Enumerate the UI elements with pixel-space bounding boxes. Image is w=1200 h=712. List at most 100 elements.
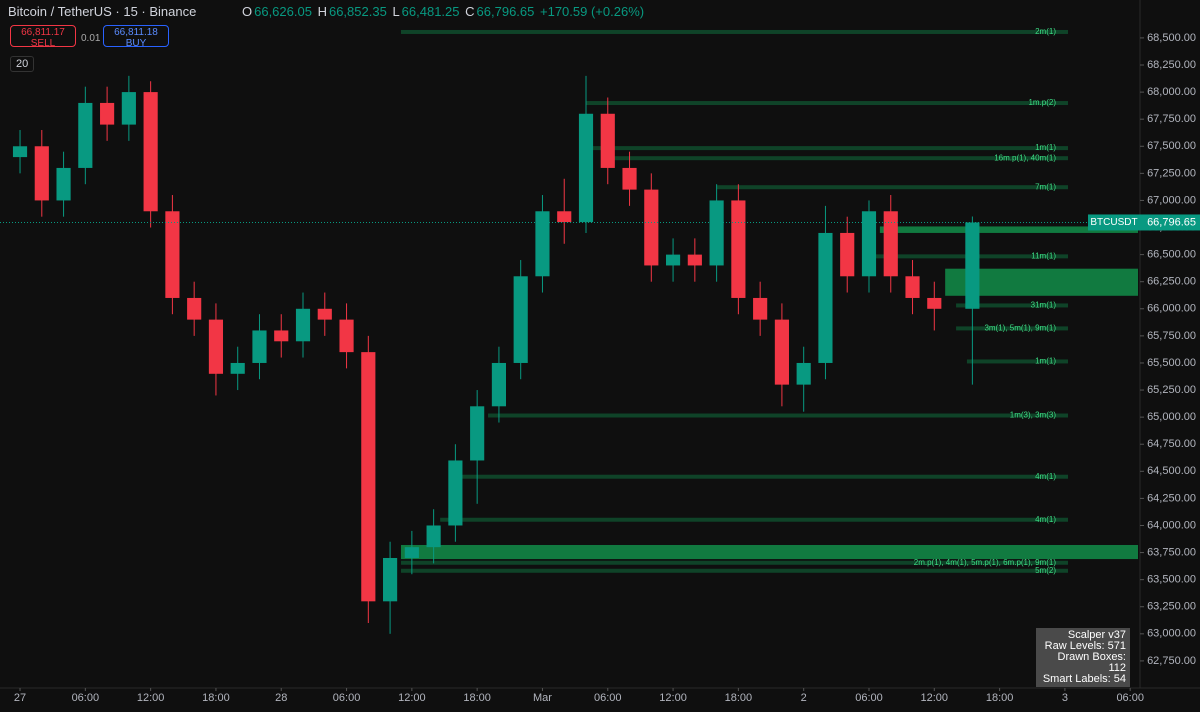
candle-body <box>535 211 550 277</box>
info-box: Scalper v37 Raw Levels: 571 Drawn Boxes: 1… <box>1036 628 1130 687</box>
y-tick-label: 66,250.00 <box>1147 276 1196 288</box>
y-tick-label: 67,750.00 <box>1147 113 1196 125</box>
candle-body <box>208 319 224 374</box>
level-band <box>966 359 1068 364</box>
level-label: 3m(1), 5m(1), 9m(1) <box>984 324 1056 333</box>
y-tick-label: 65,750.00 <box>1147 330 1196 342</box>
low: 66,481.25 <box>401 4 460 19</box>
level-label: 1m(1) <box>1035 357 1056 366</box>
candle-body <box>665 254 681 266</box>
candle-body <box>339 319 354 353</box>
y-tick-label: 64,250.00 <box>1147 492 1196 504</box>
sell-button[interactable]: 66,811.17 SELL <box>10 25 76 49</box>
level-label: 1m(1) <box>1035 143 1056 152</box>
x-tick-label: 06:00 <box>72 692 100 704</box>
buy-button[interactable]: 66,811.18 BUY <box>103 25 169 49</box>
candle-body <box>774 319 789 385</box>
x-tick-label: 06:00 <box>594 692 622 704</box>
candle-body <box>644 189 659 266</box>
candle-body <box>600 113 615 168</box>
close: 66,796.65 <box>476 4 535 19</box>
candle-body <box>796 362 811 385</box>
x-tick-label: 12:00 <box>921 692 949 704</box>
y-tick-label: 64,750.00 <box>1147 438 1196 450</box>
candle-body <box>861 211 877 277</box>
x-tick-label: 18:00 <box>725 692 753 704</box>
info-line: Scalper v37 <box>1067 629 1126 641</box>
level-label: 11m(1) <box>1031 251 1056 260</box>
level-band <box>585 146 1068 151</box>
level-label: 7m(1) <box>1035 182 1056 191</box>
last-price-label: 66,796.65 <box>1147 216 1196 228</box>
candle-body <box>143 92 158 212</box>
candle-body <box>578 113 594 223</box>
level-band <box>440 517 1068 522</box>
y-tick-label: 63,250.00 <box>1147 601 1196 613</box>
level-band <box>455 474 1068 479</box>
candle-body <box>165 211 180 298</box>
spread: 0.01 <box>81 33 101 44</box>
level-label: 2m(1) <box>1035 27 1056 36</box>
candle-body <box>404 547 419 558</box>
x-tick-label: 18:00 <box>463 692 491 704</box>
level-band <box>607 156 1068 161</box>
candle-body <box>965 222 980 309</box>
candle-body <box>905 276 920 298</box>
header: Bitcoin / TetherUS · 15 · Binance O 66,62… <box>8 4 646 19</box>
info-line: Smart Labels: 54 <box>1042 673 1126 685</box>
x-tick-label: 12:00 <box>659 692 687 704</box>
level-band <box>956 326 1068 331</box>
candle-body <box>56 167 71 201</box>
level-band <box>956 303 1068 308</box>
candle-body <box>100 102 115 125</box>
open: 66,626.05 <box>254 4 312 19</box>
y-tick-label: 64,000.00 <box>1147 519 1196 531</box>
y-tick-label: 64,500.00 <box>1147 465 1196 477</box>
level-label: 2m.p(1), 4m(1), 5m.p(1), 6m.p(1), 9m(1) <box>914 558 1057 567</box>
candle-body <box>731 200 746 298</box>
candle-body <box>317 308 332 320</box>
symbol-tag <box>1088 214 1140 231</box>
candle-body <box>448 460 463 526</box>
candle-body <box>230 362 245 374</box>
candle-body <box>295 308 311 342</box>
level-label: 1m(3), 3m(3) <box>1010 411 1057 420</box>
candle-body <box>557 211 572 223</box>
y-tick-label: 66,000.00 <box>1147 303 1196 315</box>
interval-count[interactable]: 20 <box>10 56 35 72</box>
level-band <box>400 560 1068 565</box>
change: +170.59 (+0.26%) <box>540 4 645 19</box>
o-label: O <box>241 4 253 19</box>
symbol[interactable]: Bitcoin / TetherUS · 15 · Binance <box>8 4 197 19</box>
candle-body <box>470 406 485 461</box>
level-band <box>400 568 1068 573</box>
candle-body <box>927 297 942 309</box>
level-label: 4m(1) <box>1035 515 1056 524</box>
candle-body <box>274 330 289 342</box>
y-tick-label: 65,250.00 <box>1147 384 1196 396</box>
candle-body <box>12 146 28 158</box>
candle-body <box>753 297 768 320</box>
level-band <box>585 101 1068 106</box>
candle-body <box>491 362 507 407</box>
info-line: Drawn Boxes: 112 <box>1057 651 1126 674</box>
y-tick-label: 67,250.00 <box>1147 167 1196 179</box>
y-tick-label: 66,500.00 <box>1147 249 1196 261</box>
candle-body <box>187 297 202 320</box>
x-tick-label: 18:00 <box>202 692 230 704</box>
x-tick-label: 3 <box>1062 692 1068 704</box>
h-label: H <box>317 4 327 19</box>
sell-price: 66,811.17 <box>21 27 65 38</box>
x-tick-label: 18:00 <box>986 692 1014 704</box>
last-price-tag <box>1140 214 1200 231</box>
candle-body <box>252 330 267 363</box>
candle-body <box>840 232 855 277</box>
x-tick-label: 2 <box>801 692 807 704</box>
y-tick-label: 67,000.00 <box>1147 194 1196 206</box>
level-label: 4m(1) <box>1035 472 1056 481</box>
candle-body <box>883 211 898 277</box>
candle-body <box>34 146 49 201</box>
symbol-tag-text: BTCUSDT <box>1090 217 1137 228</box>
sell-label: SELL <box>30 38 56 49</box>
